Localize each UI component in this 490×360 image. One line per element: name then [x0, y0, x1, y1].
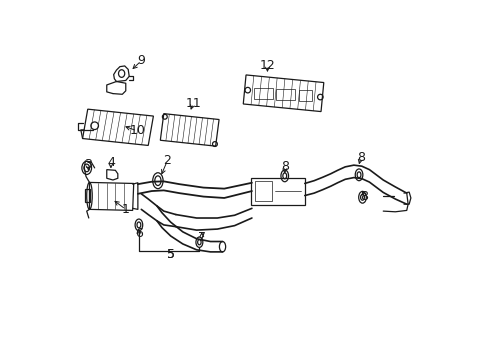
- Text: 3: 3: [84, 158, 93, 171]
- Text: 11: 11: [185, 97, 201, 110]
- Text: 6: 6: [135, 227, 143, 240]
- Text: 8: 8: [281, 160, 289, 174]
- Text: 10: 10: [129, 125, 145, 138]
- Text: 9: 9: [137, 54, 145, 67]
- Text: 5: 5: [167, 248, 175, 261]
- Text: 8: 8: [357, 151, 365, 164]
- Text: 7: 7: [198, 230, 206, 243]
- Text: 4: 4: [107, 156, 115, 169]
- Text: 8: 8: [360, 190, 368, 203]
- Text: 1: 1: [122, 203, 130, 216]
- Text: 12: 12: [260, 59, 275, 72]
- Text: 5: 5: [167, 248, 175, 261]
- Text: 2: 2: [163, 154, 171, 167]
